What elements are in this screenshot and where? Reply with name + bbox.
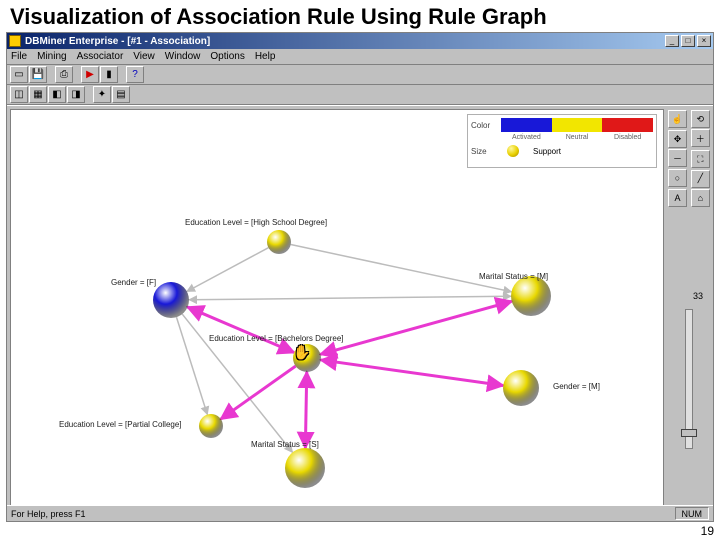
slide-page-number: 19: [701, 524, 714, 538]
hand-cursor-icon: ✋: [293, 344, 309, 362]
menubar: File Mining Associator View Window Optio…: [7, 49, 713, 65]
tb-view1-icon[interactable]: ◫: [10, 86, 28, 103]
graph-node[interactable]: [285, 448, 325, 488]
close-button[interactable]: ×: [697, 35, 711, 47]
pal-node-icon[interactable]: ○: [668, 169, 687, 187]
menu-view[interactable]: View: [133, 51, 155, 62]
threshold-slider[interactable]: [685, 309, 693, 449]
pal-zoomout-icon[interactable]: －: [668, 149, 687, 167]
pal-edge-icon[interactable]: ╱: [691, 170, 710, 188]
threshold-slider-thumb[interactable]: [681, 429, 697, 437]
menu-help[interactable]: Help: [255, 51, 276, 62]
toolbar-main: ▭ 💾 ⎙ ▶ ▮ ?: [7, 65, 713, 85]
tb-save-icon[interactable]: 💾: [29, 66, 47, 83]
menu-window[interactable]: Window: [165, 51, 201, 62]
minimize-button[interactable]: _: [665, 35, 679, 47]
rule-graph-canvas[interactable]: Color Activated Neutral Disabled Size Su…: [10, 109, 664, 517]
workspace: Color Activated Neutral Disabled Size Su…: [7, 105, 713, 521]
graph-node[interactable]: [267, 230, 291, 254]
legend-caption-neutral: Neutral: [552, 134, 603, 141]
legend-caption-activated: Activated: [501, 134, 552, 141]
graph-node-label: Marital Status = [S]: [251, 440, 319, 449]
legend-caption-disabled: Disabled: [602, 134, 653, 141]
app-window: DBMiner Enterprise - [#1 - Association] …: [6, 32, 714, 522]
graph-node[interactable]: [511, 276, 551, 316]
legend: Color Activated Neutral Disabled Size Su…: [467, 114, 657, 168]
menu-associator[interactable]: Associator: [77, 51, 124, 62]
graph-node[interactable]: [293, 344, 321, 372]
graph-node-label: Marital Status = [M]: [479, 272, 548, 281]
graph-node-label: Education Level = [High School Degree]: [185, 218, 327, 227]
menu-file[interactable]: File: [11, 51, 27, 62]
window-title: DBMiner Enterprise - [#1 - Association]: [25, 36, 663, 47]
tb-stop-icon[interactable]: ▮: [100, 66, 118, 83]
pal-zoomin-icon[interactable]: ＋: [691, 129, 710, 147]
statusbar: For Help, press F1 NUM: [7, 505, 713, 521]
legend-support-label: Support: [533, 147, 561, 156]
tool-palette: ☝ ⟲ ✥ ＋ － ⛶ ○ ╱ A ⌂ 33: [667, 109, 711, 517]
legend-color-label: Color: [471, 121, 501, 130]
tb-new-icon[interactable]: ▭: [10, 66, 28, 83]
slide-title: Visualization of Association Rule Using …: [0, 0, 720, 32]
pal-select-icon[interactable]: ☝: [668, 110, 687, 128]
status-numlock: NUM: [675, 507, 710, 520]
tb-view2-icon[interactable]: ▦: [29, 86, 47, 103]
toolbar-view: ◫ ▦ ◧ ◨ ✦ ▤: [7, 85, 713, 105]
pal-rotate-icon[interactable]: ⟲: [691, 110, 710, 128]
legend-swatch-disabled: [602, 118, 653, 132]
menu-mining[interactable]: Mining: [37, 51, 66, 62]
tb-run-icon[interactable]: ▶: [81, 66, 99, 83]
tb-print-icon[interactable]: ⎙: [55, 66, 73, 83]
graph-node[interactable]: [503, 370, 539, 406]
status-hint: For Help, press F1: [11, 509, 86, 519]
tb-view3-icon[interactable]: ◧: [48, 86, 66, 103]
tb-help-icon[interactable]: ?: [126, 66, 144, 83]
slider-value: 33: [693, 291, 703, 301]
legend-support-ball-icon: [507, 145, 519, 157]
graph-node-label: Gender = [M]: [553, 382, 600, 391]
tb-table-icon[interactable]: ▤: [112, 86, 130, 103]
titlebar: DBMiner Enterprise - [#1 - Association] …: [7, 33, 713, 49]
pal-label-icon[interactable]: A: [668, 189, 687, 207]
tb-graph-icon[interactable]: ✦: [93, 86, 111, 103]
graph-node[interactable]: [153, 282, 189, 318]
legend-size-label: Size: [471, 147, 501, 156]
legend-swatch-neutral: [552, 118, 603, 132]
graph-node-label: Education Level = [Partial College]: [59, 420, 182, 429]
graph-node[interactable]: [199, 414, 223, 438]
legend-swatch-activated: [501, 118, 552, 132]
tb-view4-icon[interactable]: ◨: [67, 86, 85, 103]
graph-node-label: Gender = [F]: [111, 278, 156, 287]
menu-options[interactable]: Options: [210, 51, 244, 62]
pal-fit-icon[interactable]: ⛶: [691, 150, 710, 168]
graph-node-label: Education Level = [Bachelors Degree]: [209, 334, 344, 343]
pal-reset-icon[interactable]: ⌂: [691, 189, 710, 207]
maximize-button[interactable]: □: [681, 35, 695, 47]
app-icon: [9, 35, 21, 47]
pal-pan-icon[interactable]: ✥: [668, 130, 687, 148]
